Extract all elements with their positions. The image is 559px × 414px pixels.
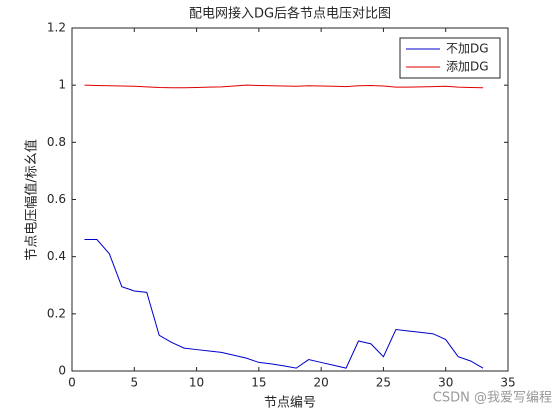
chart-title: 配电网接入DG后各节点电压对比图 xyxy=(189,6,391,22)
y-tick-label: 0.2 xyxy=(47,306,66,320)
y-tick-label: 1 xyxy=(58,78,66,92)
x-tick-label: 5 xyxy=(130,376,138,390)
x-tick-label: 15 xyxy=(251,376,266,390)
x-tick-label: 0 xyxy=(68,376,76,390)
watermark: CSDN @我爱写编程 xyxy=(433,391,552,406)
x-tick-label: 10 xyxy=(189,376,204,390)
y-axis-label: 节点电压幅值/标幺值 xyxy=(24,139,40,260)
x-tick-label: 35 xyxy=(500,376,515,390)
series-line xyxy=(84,84,484,89)
x-tick-label: 20 xyxy=(314,376,329,390)
plot-area xyxy=(71,27,509,372)
y-tick-label: 0.4 xyxy=(47,249,66,263)
x-tick-label: 30 xyxy=(438,376,453,390)
y-tick-label: 0.6 xyxy=(47,192,66,206)
legend-label: 添加DG xyxy=(446,60,489,74)
legend-label: 不加DG xyxy=(446,42,489,56)
y-tick-label: 0 xyxy=(58,364,66,378)
x-axis-label: 节点编号 xyxy=(264,396,316,411)
x-tick-label: 25 xyxy=(376,376,391,390)
y-tick-label: 1.2 xyxy=(47,21,66,35)
legend-box xyxy=(399,37,501,79)
y-tick-label: 0.8 xyxy=(47,135,66,149)
series-line xyxy=(84,239,484,369)
